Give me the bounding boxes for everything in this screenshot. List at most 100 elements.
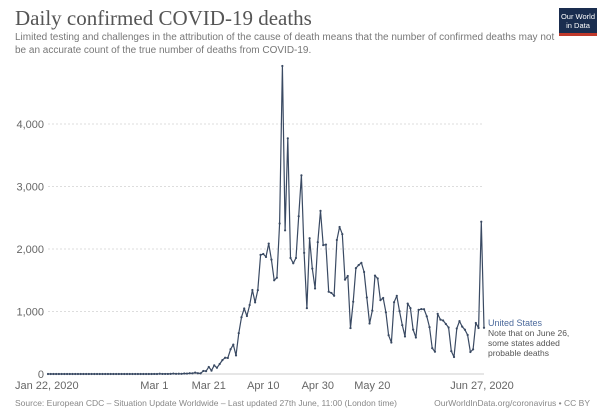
data-point	[425, 315, 428, 318]
data-point	[368, 322, 371, 325]
data-point	[439, 318, 442, 321]
data-point	[199, 372, 202, 375]
note-line-2: some states added	[488, 338, 560, 348]
data-point	[376, 277, 379, 280]
data-point	[74, 372, 77, 376]
data-point	[106, 372, 110, 376]
data-point	[243, 307, 246, 310]
data-point	[292, 262, 295, 265]
data-point	[382, 296, 385, 300]
data-point	[251, 288, 254, 292]
gridlines	[48, 123, 484, 375]
data-point	[204, 370, 208, 373]
data-point	[311, 267, 314, 270]
data-point	[63, 372, 66, 376]
series-annotation: United States Note that on June 26, some…	[488, 318, 569, 358]
data-point	[352, 300, 355, 303]
data-point	[469, 350, 472, 354]
data-point	[240, 316, 243, 319]
data-point	[341, 232, 344, 236]
logo-line-1: Our World	[560, 12, 596, 21]
data-point	[324, 243, 328, 246]
data-point	[101, 372, 104, 376]
data-point	[450, 349, 453, 353]
data-point	[245, 314, 249, 318]
x-tick-label: Jan 22, 2020	[15, 380, 79, 392]
data-point	[120, 372, 123, 376]
data-point	[183, 372, 186, 375]
note-line-3: probable deaths	[488, 348, 549, 358]
data-point	[215, 366, 219, 369]
data-point	[286, 137, 289, 140]
data-point	[117, 372, 120, 376]
data-point	[433, 350, 437, 353]
data-point	[95, 372, 99, 376]
data-point	[452, 355, 456, 359]
data-point	[164, 372, 167, 376]
data-point	[229, 348, 232, 351]
data-point	[371, 309, 374, 312]
credit-link[interactable]: OurWorldInData.org/coronavirus • CC BY	[434, 398, 590, 408]
data-point	[194, 371, 197, 374]
data-point	[169, 372, 172, 375]
data-point	[115, 372, 118, 376]
y-tick-label: 2,000	[16, 244, 44, 256]
data-point	[333, 294, 336, 297]
data-point	[46, 372, 50, 376]
data-point	[428, 326, 431, 329]
data-point	[436, 312, 439, 315]
data-point	[98, 372, 101, 376]
series-label[interactable]: United States	[488, 318, 543, 328]
data-point	[153, 372, 156, 376]
data-point	[482, 326, 486, 329]
data-point	[480, 220, 483, 223]
data-point	[463, 328, 467, 331]
data-point	[278, 222, 281, 225]
data-point	[417, 308, 420, 311]
data-point	[363, 270, 366, 274]
data-point	[234, 354, 238, 357]
data-point	[466, 333, 469, 337]
x-axis-ticks: Jan 22, 2020 Mar 1 Mar 21 Apr 10 Apr 30 May 2…	[15, 380, 514, 392]
owid-logo[interactable]: Our World in Data	[559, 8, 597, 36]
data-point	[267, 242, 270, 245]
data-point	[406, 302, 409, 305]
data-point	[125, 372, 129, 376]
y-axis-ticks: 0 1,000 2,000 3,000 4,000	[16, 119, 44, 381]
y-tick-label: 4,000	[16, 119, 44, 131]
data-point	[254, 301, 257, 304]
x-tick-label: May 20	[354, 380, 390, 392]
data-point	[322, 244, 325, 247]
data-point	[474, 321, 477, 325]
data-point	[174, 372, 178, 375]
data-point	[289, 256, 292, 260]
data-point	[128, 372, 131, 376]
data-point	[346, 274, 349, 278]
data-point	[139, 372, 142, 376]
data-point	[343, 278, 347, 281]
series-line	[48, 65, 485, 375]
data-point	[85, 372, 88, 376]
data-point	[300, 174, 303, 177]
data-point	[455, 327, 458, 330]
data-point	[270, 258, 273, 261]
data-point	[123, 372, 126, 376]
data-point	[226, 356, 229, 360]
data-point	[188, 372, 191, 375]
chart-subtitle: Limited testing and challenges in the at…	[15, 32, 555, 56]
data-point	[275, 276, 278, 279]
data-point	[213, 364, 216, 367]
x-tick-label: Mar 21	[192, 380, 226, 392]
data-point	[166, 372, 169, 376]
y-tick-label: 0	[38, 369, 44, 381]
data-point	[313, 287, 317, 290]
data-point	[57, 372, 61, 376]
data-point	[308, 237, 311, 240]
data-point	[338, 225, 341, 229]
data-point	[412, 328, 415, 331]
x-tick-label: Jun 27, 2020	[450, 380, 514, 392]
chart-title: Daily confirmed COVID-19 deaths	[15, 6, 312, 30]
data-point	[60, 372, 63, 376]
data-point	[76, 372, 80, 376]
data-point	[256, 289, 259, 292]
